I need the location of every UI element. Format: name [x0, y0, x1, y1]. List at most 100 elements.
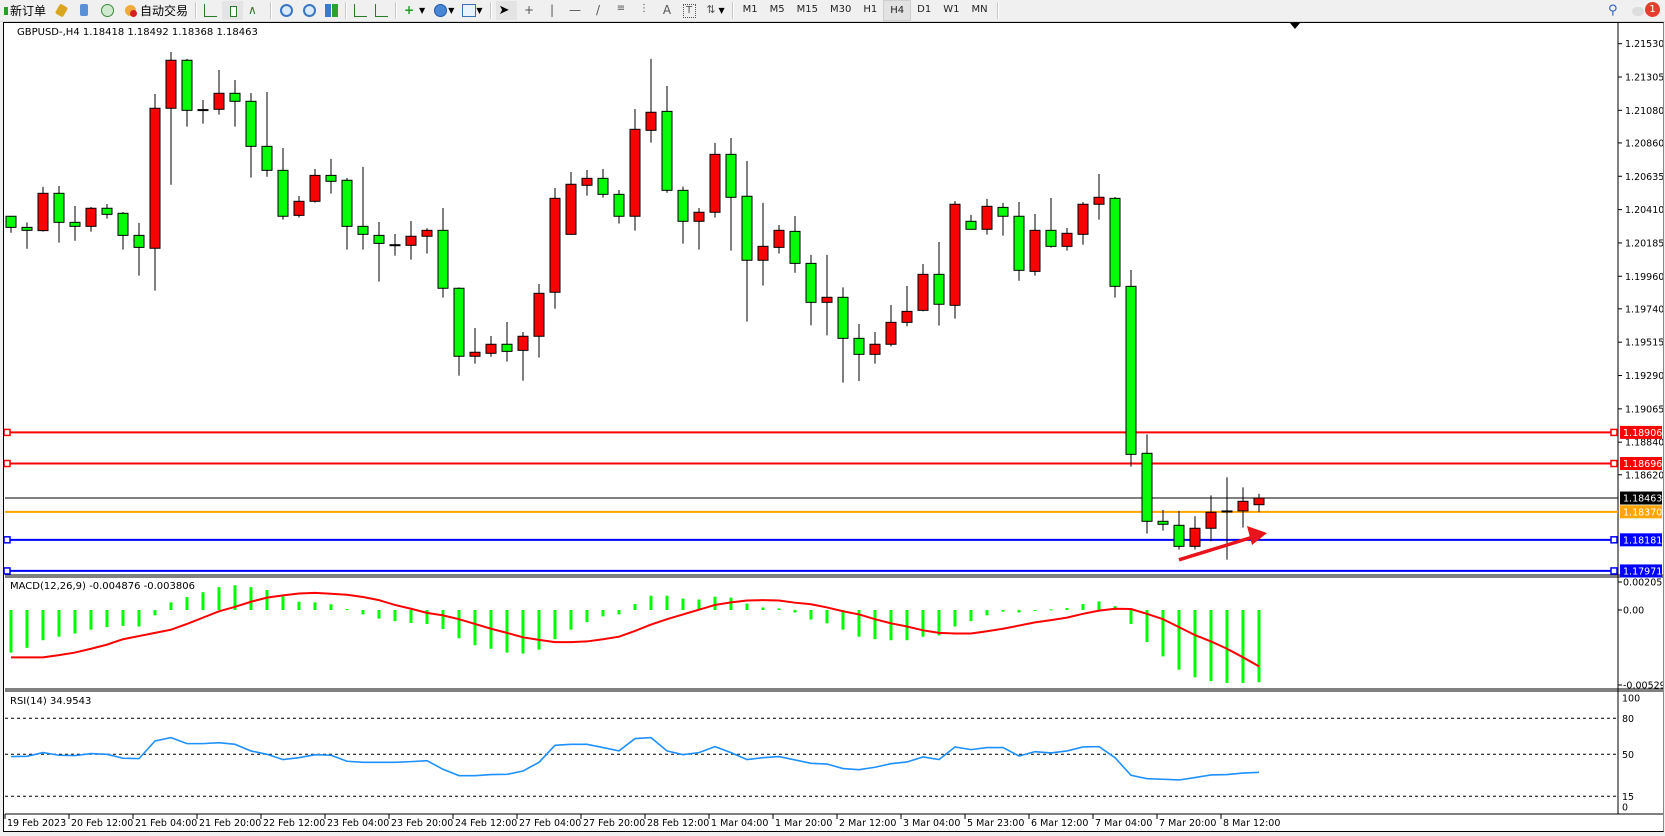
candle-body	[693, 211, 705, 222]
price-chart[interactable]: 0.002055 0.00 -0.005292 100 80 50 150 1.21530…	[4, 23, 1663, 831]
signals-icon	[100, 3, 115, 18]
macd-histogram-bar	[1049, 609, 1053, 611]
text-button[interactable]: A	[657, 1, 678, 20]
auto-trading-button[interactable]: 自动交易	[120, 1, 191, 20]
candle	[565, 171, 577, 235]
macd-histogram-bar	[265, 589, 269, 610]
macd-histogram-bar	[713, 596, 717, 610]
vertical-line-icon: |	[549, 3, 555, 17]
strategy-tester-button[interactable]	[74, 1, 95, 20]
candle-body	[549, 197, 561, 293]
price-tag-label: 1.18370	[1623, 507, 1662, 518]
macd-tick-label: 0.002055	[1623, 578, 1663, 589]
candle	[1157, 510, 1169, 531]
candle	[277, 147, 289, 220]
periods-button[interactable]: ▼	[430, 1, 457, 20]
candle	[805, 254, 817, 326]
price-tick-label: 1.20860	[1625, 138, 1663, 149]
candle-body	[869, 343, 881, 355]
timeframe-h4[interactable]: H4	[883, 0, 912, 21]
new-order-icon	[4, 3, 8, 18]
fibonacci-fan-button[interactable]: ⋮	[634, 1, 655, 20]
macd-histogram-bar	[601, 610, 605, 617]
axes: 1.21530 1.21305 1.21080 1.20860 1.20635 1.204…	[4, 39, 1663, 829]
metaeditor-button[interactable]	[51, 1, 72, 20]
candle-body	[725, 153, 737, 198]
search-button[interactable]: ⚲	[1605, 1, 1626, 20]
toolbar-separator	[395, 2, 398, 19]
macd-histogram-bar	[57, 610, 61, 637]
price-tag-label: 1.17971	[1623, 566, 1662, 577]
cursor-button[interactable]: ➤	[495, 1, 517, 20]
candle-body	[789, 230, 801, 264]
line-chart-button[interactable]: ∧	[245, 1, 266, 20]
timeframe-h1[interactable]: H1	[863, 4, 878, 15]
price-tags: 1.18906 1.18696 1.18463 1.18370 1.18181 1.179…	[1620, 425, 1662, 578]
macd-histogram-bar	[233, 585, 237, 610]
line-handle	[1610, 536, 1618, 544]
text-label-icon: T	[682, 3, 696, 18]
macd-histogram-bar	[537, 610, 541, 650]
candle	[741, 161, 753, 322]
timeframe-d1[interactable]: D1	[917, 4, 932, 15]
candle	[21, 222, 33, 249]
tile-windows-button[interactable]	[322, 1, 341, 20]
candle	[37, 186, 49, 232]
price-tick-label: 1.21080	[1625, 106, 1663, 117]
timeframe-m15[interactable]: M15	[796, 4, 819, 15]
arrows-button[interactable]: ⇅ ▼	[701, 1, 728, 20]
dropdown-icon: ▼	[419, 6, 426, 15]
candle	[677, 186, 689, 244]
indicators-button[interactable]: + ▼	[401, 1, 428, 20]
candle-body	[1093, 196, 1105, 205]
timeframe-m5[interactable]: M5	[769, 4, 785, 15]
rsi-tick-label: 50	[1622, 750, 1634, 761]
templates-button[interactable]: ▼	[459, 1, 485, 20]
autoscroll-button[interactable]	[372, 1, 391, 20]
timeframe-m1[interactable]: M1	[742, 4, 758, 15]
macd-histogram-bar	[1001, 610, 1005, 612]
notification-badge: 1	[1645, 2, 1660, 17]
fibonacci-icon: ≡	[616, 3, 626, 14]
price-tick-label: 1.21305	[1625, 73, 1663, 84]
vertical-line-button[interactable]: |	[542, 1, 563, 20]
text-label-button[interactable]: T	[680, 1, 699, 20]
macd-histogram-bar	[681, 598, 685, 610]
candle	[101, 203, 113, 219]
new-order-button[interactable]: 新订单	[1, 1, 49, 20]
chart-window[interactable]: 0.002055 0.00 -0.005292 100 80 50 150 1.21530…	[3, 22, 1664, 832]
candle-body	[1237, 500, 1249, 512]
candle-body	[853, 337, 865, 355]
candle-body	[437, 229, 449, 289]
fibonacci-button[interactable]: ≡	[611, 1, 632, 20]
timeframe-w1[interactable]: W1	[943, 4, 960, 15]
candle	[885, 305, 897, 347]
candle	[1061, 227, 1073, 251]
chart-shift-button[interactable]	[351, 1, 370, 20]
rsi-line	[10, 736, 1260, 781]
trendline-button[interactable]: /	[588, 1, 609, 20]
candle	[1125, 270, 1137, 467]
candle-body	[277, 169, 289, 217]
notifications-button[interactable]: 1	[1628, 1, 1664, 20]
bar-chart-button[interactable]	[201, 1, 220, 20]
macd-histogram-bar	[137, 610, 141, 627]
timeframe-mn[interactable]: MN	[971, 4, 988, 15]
auto-trading-icon	[123, 3, 138, 18]
signals-button[interactable]	[97, 1, 118, 20]
zoom-out-button[interactable]	[299, 1, 320, 20]
candle-body	[517, 335, 529, 351]
timeframe-m30[interactable]: M30	[830, 4, 852, 15]
candlestick-button[interactable]	[222, 1, 244, 20]
horizontal-line-button[interactable]: —	[565, 1, 586, 20]
cursor-icon: ➤	[498, 3, 510, 18]
crosshair-button[interactable]: +	[519, 1, 540, 20]
macd-histogram-bar	[825, 610, 829, 624]
macd-histogram-bar	[921, 610, 925, 637]
auto-trading-label: 自动交易	[140, 4, 189, 18]
candle-body	[357, 225, 369, 235]
time-tick-label: 19 Feb 2023	[7, 818, 66, 829]
candle	[901, 286, 913, 327]
candle-body	[101, 207, 113, 215]
zoom-in-button[interactable]	[276, 1, 297, 20]
